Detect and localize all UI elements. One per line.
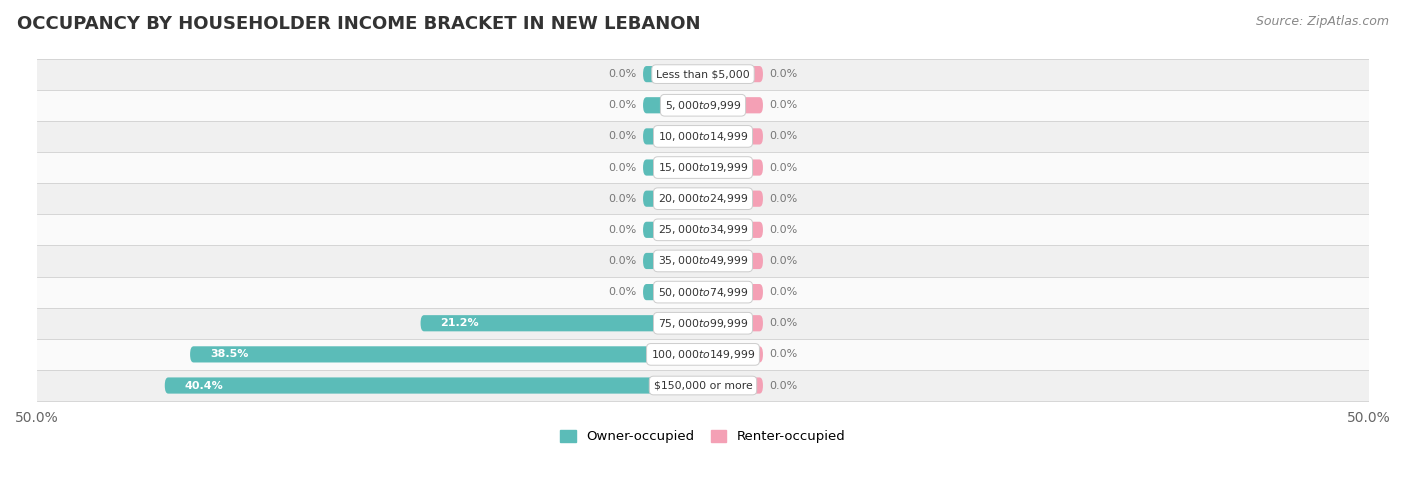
FancyBboxPatch shape: [703, 159, 763, 175]
FancyBboxPatch shape: [703, 66, 763, 82]
FancyBboxPatch shape: [703, 222, 763, 238]
Bar: [37, 245, 1369, 277]
Text: $15,000 to $19,999: $15,000 to $19,999: [658, 161, 748, 174]
Text: 0.0%: 0.0%: [769, 162, 797, 173]
Text: 0.0%: 0.0%: [769, 69, 797, 79]
Bar: [37, 183, 1369, 214]
Text: 0.0%: 0.0%: [769, 287, 797, 297]
Bar: [37, 308, 1369, 339]
FancyBboxPatch shape: [703, 284, 763, 300]
Text: 0.0%: 0.0%: [609, 162, 637, 173]
Text: 21.2%: 21.2%: [440, 318, 479, 328]
FancyBboxPatch shape: [643, 253, 703, 269]
Bar: [37, 214, 1369, 245]
Text: Source: ZipAtlas.com: Source: ZipAtlas.com: [1256, 15, 1389, 28]
Text: $100,000 to $149,999: $100,000 to $149,999: [651, 348, 755, 361]
FancyBboxPatch shape: [703, 378, 763, 394]
Text: Less than $5,000: Less than $5,000: [657, 69, 749, 79]
Text: 0.0%: 0.0%: [609, 69, 637, 79]
Text: 0.0%: 0.0%: [769, 225, 797, 235]
FancyBboxPatch shape: [643, 97, 703, 113]
Text: $20,000 to $24,999: $20,000 to $24,999: [658, 192, 748, 205]
Text: 0.0%: 0.0%: [609, 225, 637, 235]
Text: $25,000 to $34,999: $25,000 to $34,999: [658, 224, 748, 236]
Bar: [37, 339, 1369, 370]
FancyBboxPatch shape: [643, 191, 703, 207]
Text: $5,000 to $9,999: $5,000 to $9,999: [665, 99, 741, 112]
Bar: [37, 90, 1369, 121]
FancyBboxPatch shape: [703, 347, 763, 363]
Text: 0.0%: 0.0%: [769, 194, 797, 204]
FancyBboxPatch shape: [643, 284, 703, 300]
FancyBboxPatch shape: [190, 347, 703, 363]
FancyBboxPatch shape: [165, 378, 703, 394]
Bar: [37, 277, 1369, 308]
FancyBboxPatch shape: [643, 222, 703, 238]
Text: 0.0%: 0.0%: [769, 349, 797, 359]
FancyBboxPatch shape: [703, 97, 763, 113]
Text: 0.0%: 0.0%: [769, 100, 797, 110]
Text: 0.0%: 0.0%: [609, 100, 637, 110]
FancyBboxPatch shape: [643, 66, 703, 82]
Text: 0.0%: 0.0%: [769, 131, 797, 141]
Text: 0.0%: 0.0%: [609, 131, 637, 141]
FancyBboxPatch shape: [703, 253, 763, 269]
Bar: [37, 370, 1369, 401]
Text: 38.5%: 38.5%: [209, 349, 249, 359]
FancyBboxPatch shape: [703, 191, 763, 207]
FancyBboxPatch shape: [643, 128, 703, 144]
FancyBboxPatch shape: [703, 128, 763, 144]
Bar: [37, 121, 1369, 152]
Text: $10,000 to $14,999: $10,000 to $14,999: [658, 130, 748, 143]
Text: $35,000 to $49,999: $35,000 to $49,999: [658, 255, 748, 267]
FancyBboxPatch shape: [703, 315, 763, 331]
Text: 0.0%: 0.0%: [769, 318, 797, 328]
Text: 0.0%: 0.0%: [769, 256, 797, 266]
Text: 40.4%: 40.4%: [184, 381, 224, 391]
Bar: [37, 152, 1369, 183]
Text: OCCUPANCY BY HOUSEHOLDER INCOME BRACKET IN NEW LEBANON: OCCUPANCY BY HOUSEHOLDER INCOME BRACKET …: [17, 15, 700, 33]
Legend: Owner-occupied, Renter-occupied: Owner-occupied, Renter-occupied: [555, 424, 851, 449]
Text: 0.0%: 0.0%: [769, 381, 797, 391]
Text: 0.0%: 0.0%: [609, 287, 637, 297]
Text: 0.0%: 0.0%: [609, 194, 637, 204]
FancyBboxPatch shape: [420, 315, 703, 331]
Text: 0.0%: 0.0%: [609, 256, 637, 266]
Text: $150,000 or more: $150,000 or more: [654, 381, 752, 391]
Bar: [37, 58, 1369, 90]
Text: $50,000 to $74,999: $50,000 to $74,999: [658, 286, 748, 298]
FancyBboxPatch shape: [643, 159, 703, 175]
Text: $75,000 to $99,999: $75,000 to $99,999: [658, 317, 748, 330]
